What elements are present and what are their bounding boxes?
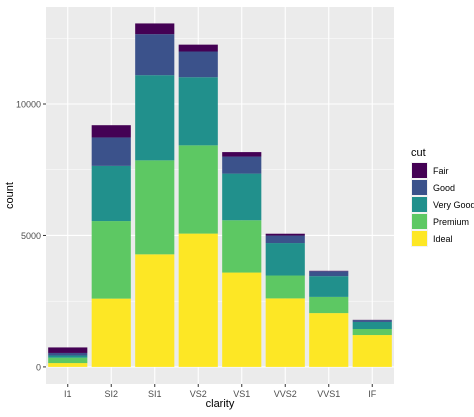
bar-segment <box>179 77 218 145</box>
x-tick-label: SI1 <box>148 389 162 399</box>
legend-label: Premium <box>433 217 469 227</box>
bar-segment <box>309 297 348 313</box>
x-axis: I1 SI2 SI1 VS2 VS1 VVS2 VVS1 IF <box>64 384 377 399</box>
bar-segment <box>48 355 87 357</box>
x-axis-title: clarity <box>206 398 235 410</box>
legend-key <box>412 163 427 178</box>
bar-segment <box>353 329 392 335</box>
bar-segment <box>48 347 87 353</box>
bar-segment <box>135 254 174 367</box>
legend-label: Very Good <box>433 200 474 210</box>
bar-segment <box>179 52 218 78</box>
bar-segment <box>222 152 261 156</box>
x-tick-label: VS2 <box>190 389 207 399</box>
bar-segment <box>353 322 392 329</box>
bar-segment <box>266 276 305 299</box>
bar-segment <box>135 23 174 34</box>
bar-segment <box>222 273 261 367</box>
bar-segment <box>48 363 87 367</box>
legend-key <box>412 197 427 212</box>
bar-segment <box>92 125 131 137</box>
bar-segment <box>135 34 174 75</box>
bar-segment <box>92 166 131 221</box>
legend-label: Ideal <box>433 234 453 244</box>
legend-label: Fair <box>433 166 449 176</box>
bar-segment <box>222 174 261 221</box>
legend-label: Good <box>433 183 455 193</box>
bar-segment <box>353 320 392 322</box>
x-tick-label: IF <box>368 389 377 399</box>
x-tick-label: VVS2 <box>274 389 297 399</box>
x-tick-label: VS1 <box>233 389 250 399</box>
x-tick-label: I1 <box>64 389 72 399</box>
bar-segment <box>222 157 261 174</box>
y-tick-label: 10000 <box>16 100 41 110</box>
bar-segment <box>309 276 348 297</box>
x-tick-label: SI2 <box>104 389 118 399</box>
bar-segment <box>179 45 218 52</box>
y-tick-label: 0 <box>36 362 41 372</box>
bar-segment <box>309 313 348 367</box>
bar-segment <box>92 137 131 165</box>
x-tick-label: VVS1 <box>317 389 340 399</box>
bar-segment <box>266 236 305 244</box>
bar-segment <box>135 75 174 160</box>
bar-segment <box>266 234 305 236</box>
legend-key <box>412 180 427 195</box>
legend: cut Fair Good Very Good Premium Ideal <box>411 147 474 247</box>
y-tick-label: 5000 <box>21 231 41 241</box>
bar-segment <box>135 160 174 254</box>
y-axis: 0 5000 10000 <box>16 100 46 373</box>
bar-segment <box>179 145 218 233</box>
bar-segment <box>309 271 348 276</box>
bar-segment <box>222 220 261 272</box>
bar-segment <box>48 358 87 363</box>
bar-segment <box>179 234 218 367</box>
bar-segment <box>353 335 392 367</box>
bar-segment <box>92 221 131 299</box>
legend-key <box>412 231 427 246</box>
y-axis-title: count <box>4 182 16 209</box>
bar-segment <box>48 353 87 356</box>
legend-key <box>412 214 427 229</box>
legend-title: cut <box>411 147 426 159</box>
bar-segment <box>266 298 305 367</box>
bar-segment <box>92 299 131 367</box>
bar-segment <box>266 243 305 275</box>
